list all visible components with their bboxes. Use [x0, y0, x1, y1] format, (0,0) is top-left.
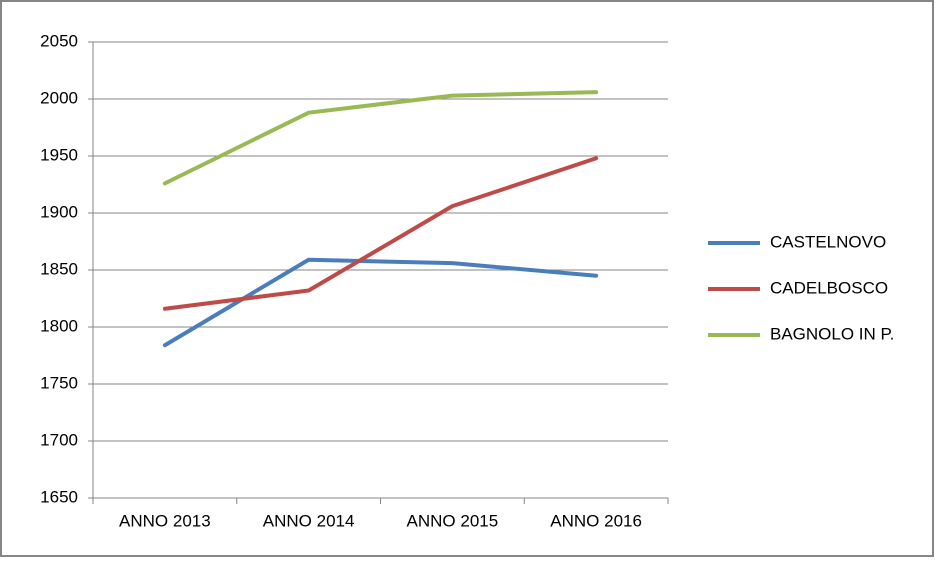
y-tick-label: 1700 — [40, 430, 78, 449]
x-tick-label: ANNO 2014 — [263, 511, 355, 530]
x-tick-label: ANNO 2013 — [119, 511, 211, 530]
legend-label: CASTELNOVO — [770, 232, 886, 251]
y-tick-label: 1900 — [40, 202, 78, 221]
y-tick-label: 1850 — [40, 259, 78, 278]
y-tick-label: 2050 — [40, 31, 78, 50]
series-line — [162, 156, 599, 311]
y-tick-label: 1750 — [40, 373, 78, 392]
y-tick-label: 1650 — [40, 487, 78, 506]
series-line — [162, 257, 599, 348]
legend-label: CADELBOSCO — [770, 278, 888, 297]
y-tick-label: 1800 — [40, 316, 78, 335]
y-tick-label: 1950 — [40, 145, 78, 164]
legend-label: BAGNOLO IN P. — [770, 324, 894, 343]
x-tick-label: ANNO 2015 — [407, 511, 499, 530]
series-line — [162, 90, 599, 186]
y-tick-label: 2000 — [40, 88, 78, 107]
x-tick-label: ANNO 2016 — [550, 511, 642, 530]
